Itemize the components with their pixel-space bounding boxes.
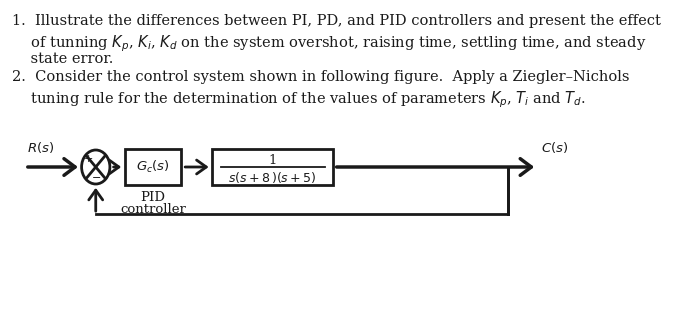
Text: $G_c(s)$: $G_c(s)$ <box>136 159 170 175</box>
Text: $R(s)$: $R(s)$ <box>27 140 54 155</box>
Bar <box>125 149 181 185</box>
Text: tuning rule for the determination of the values of parameters $\mathit{K}_p$, $\: tuning rule for the determination of the… <box>12 89 586 109</box>
Text: 1: 1 <box>269 154 276 166</box>
Text: $C(s)$: $C(s)$ <box>541 140 568 155</box>
Text: +: + <box>83 154 93 164</box>
Text: controller: controller <box>120 203 186 216</box>
Text: 2.  Consider the control system shown in following figure.  Apply a Ziegler–Nich: 2. Consider the control system shown in … <box>12 70 629 84</box>
Circle shape <box>82 150 110 184</box>
Text: of tunning $\mathit{K}_p$, $\mathit{K}_i$, $\mathit{K}_d$ on the system overshot: of tunning $\mathit{K}_p$, $\mathit{K}_i… <box>12 33 646 53</box>
Text: $s(s+8\,)(s+5)$: $s(s+8\,)(s+5)$ <box>228 169 317 185</box>
Bar <box>212 149 333 185</box>
Text: $-$: $-$ <box>91 171 101 181</box>
Text: 1.  Illustrate the differences between PI, PD, and PID controllers and present t: 1. Illustrate the differences between PI… <box>12 14 661 28</box>
Text: state error.: state error. <box>12 52 113 66</box>
Text: PID: PID <box>141 191 166 204</box>
